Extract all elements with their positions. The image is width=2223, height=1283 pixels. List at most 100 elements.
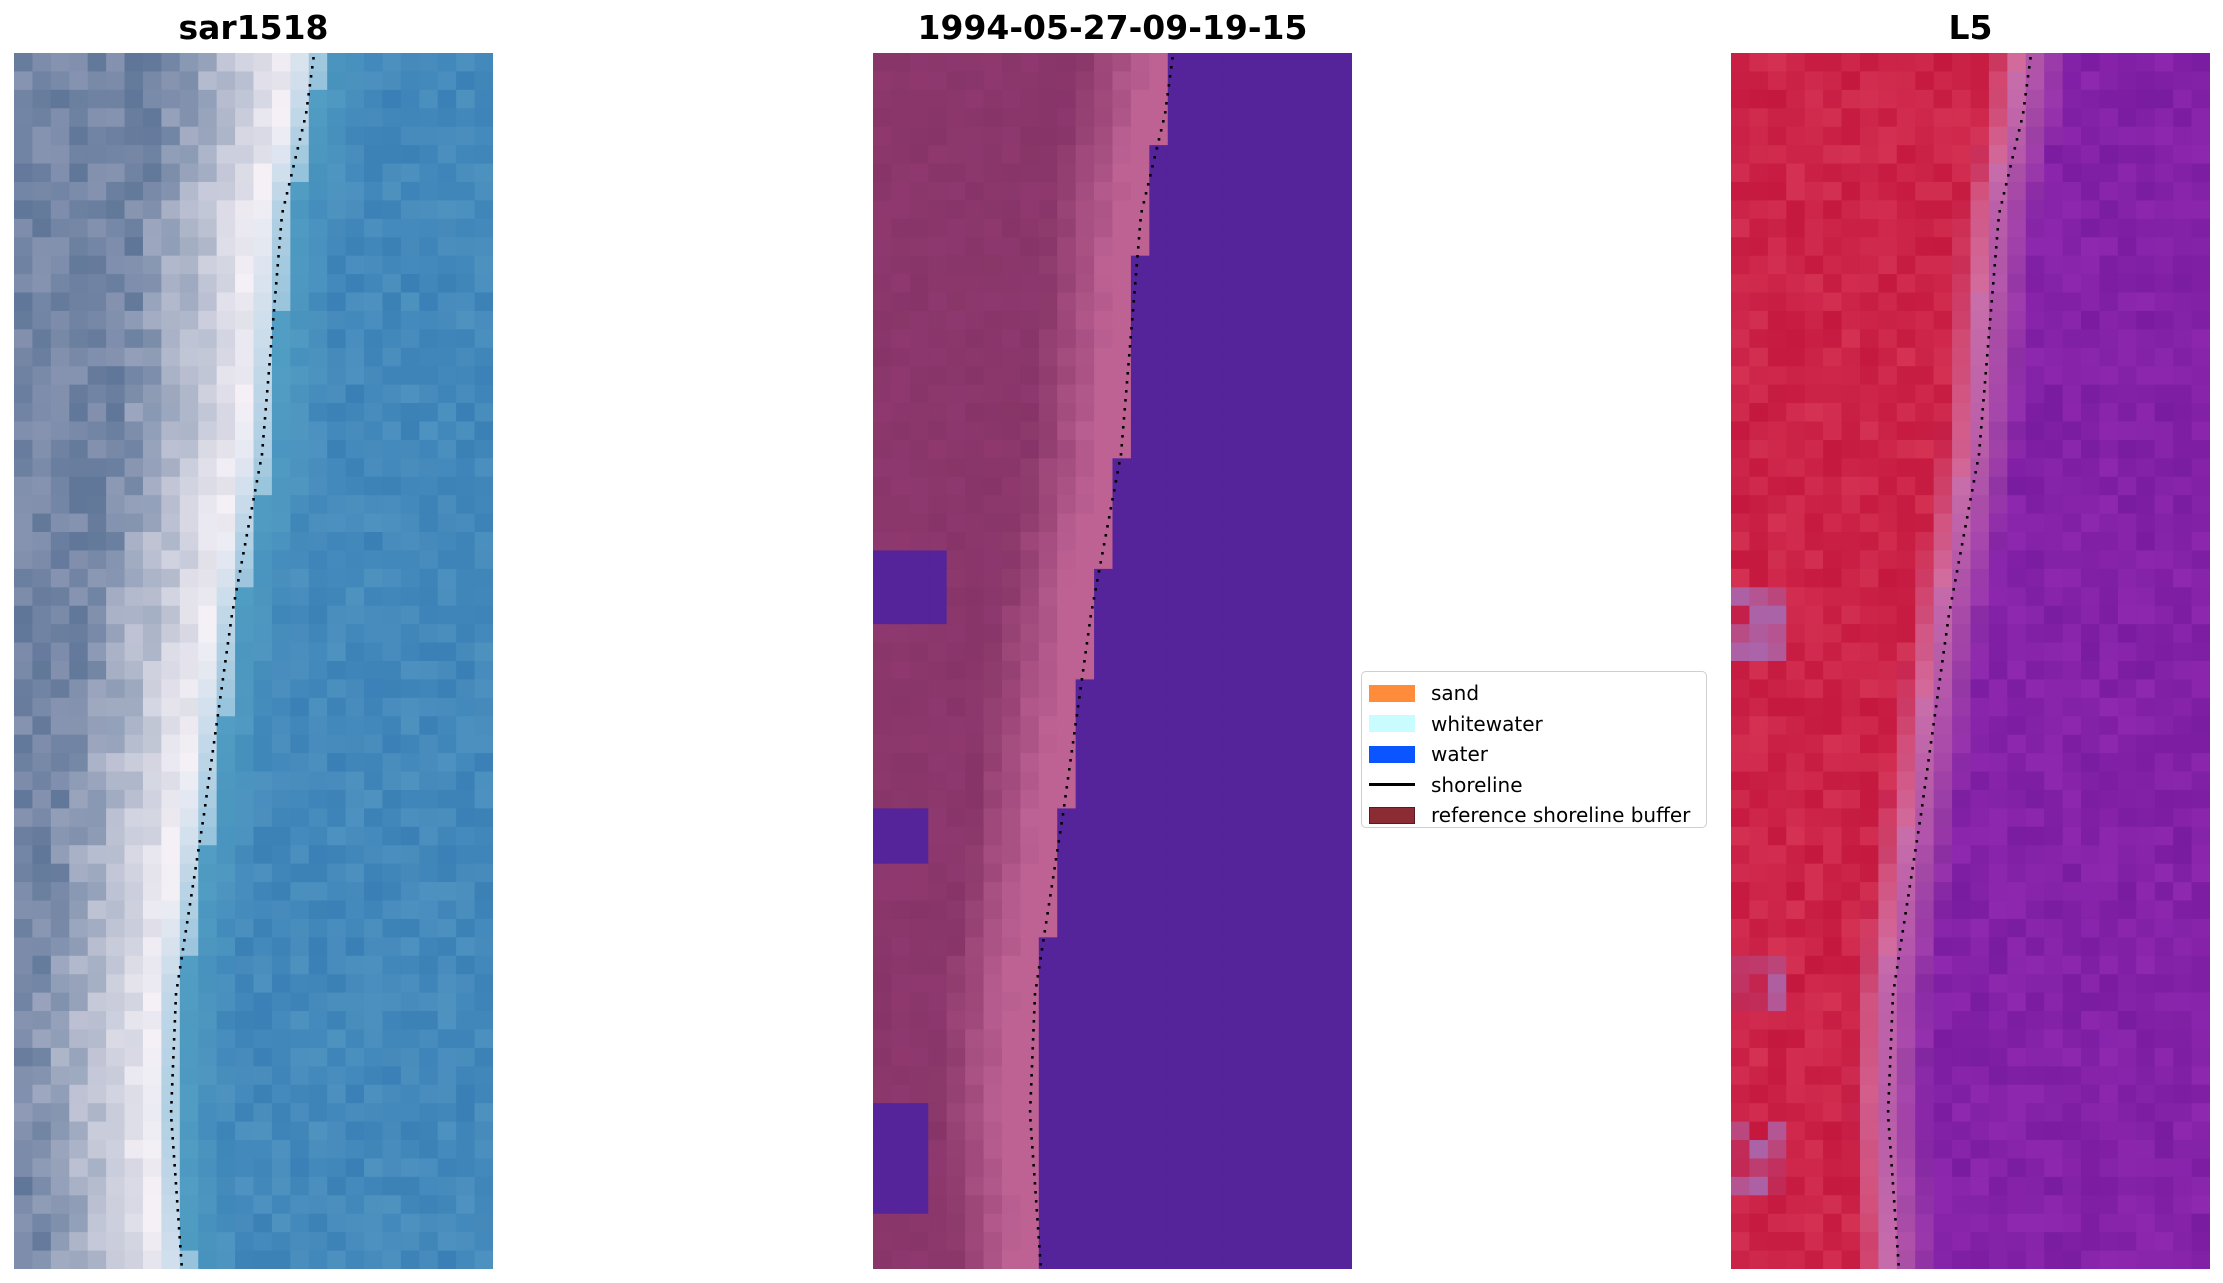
pixel	[69, 163, 89, 183]
pixel	[965, 1232, 985, 1252]
shoreline-dot	[170, 1092, 174, 1095]
shoreline-dot	[1140, 210, 1144, 213]
pixel	[106, 1029, 126, 1049]
pixel	[364, 513, 384, 533]
pixel	[1094, 808, 1114, 828]
pixel	[1296, 274, 1316, 294]
pixel	[253, 1176, 273, 1196]
pixel	[1333, 347, 1352, 367]
pixel	[271, 937, 291, 957]
pixel	[928, 900, 948, 920]
pixel	[946, 974, 966, 994]
pixel	[124, 1084, 144, 1104]
pixel	[400, 1084, 420, 1104]
pixel	[382, 937, 402, 957]
pixel	[1749, 605, 1769, 625]
pixel	[1804, 661, 1824, 681]
pixel	[308, 697, 328, 717]
pixel	[1952, 145, 1972, 165]
pixel	[1075, 882, 1095, 902]
pixel	[1786, 237, 1806, 257]
pixel	[1841, 845, 1861, 865]
pixel	[69, 1213, 89, 1233]
pixel	[400, 863, 420, 883]
shoreline-dot	[1029, 1128, 1033, 1131]
pixel	[1786, 808, 1806, 828]
pixel	[161, 1029, 181, 1049]
pixel	[345, 900, 365, 920]
pixel	[400, 1103, 420, 1123]
pixel	[124, 1121, 144, 1141]
pixel	[873, 992, 893, 1012]
pixel	[2081, 145, 2101, 165]
pixel	[1020, 1195, 1040, 1215]
shoreline-dot	[255, 480, 259, 483]
pixel	[1167, 734, 1187, 754]
pixel	[1001, 697, 1021, 717]
pixel	[928, 1158, 948, 1178]
pixel	[271, 753, 291, 773]
pixel	[1167, 458, 1187, 478]
pixel	[124, 1176, 144, 1196]
pixel	[1915, 937, 1935, 957]
pixel	[32, 1029, 52, 1049]
pixel	[456, 1176, 476, 1196]
pixel	[2191, 789, 2210, 809]
pixel	[198, 789, 218, 809]
pixel	[382, 218, 402, 238]
pixel	[271, 255, 291, 275]
pixel	[271, 495, 291, 515]
pixel	[437, 1011, 457, 1031]
pixel	[364, 955, 384, 975]
pixel	[1333, 882, 1352, 902]
pixel	[2191, 808, 2210, 828]
pixel	[235, 421, 255, 441]
pixel	[253, 605, 273, 625]
pixel	[1952, 624, 1972, 644]
pixel	[1731, 163, 1751, 183]
shoreline-dot	[1121, 426, 1125, 429]
pixel	[2044, 753, 2064, 773]
pixel	[1952, 734, 1972, 754]
shoreline-dot	[265, 390, 269, 393]
pixel	[1094, 624, 1114, 644]
pixel	[1767, 218, 1787, 238]
pixel	[1731, 347, 1751, 367]
pixel	[1952, 771, 1972, 791]
pixel	[87, 753, 107, 773]
pixel	[1241, 310, 1261, 330]
pixel	[87, 495, 107, 515]
pixel	[2099, 292, 2119, 312]
shoreline-dot	[260, 453, 264, 456]
pixel	[1259, 624, 1279, 644]
pixel	[1259, 439, 1279, 459]
pixel	[198, 384, 218, 404]
pixel	[198, 274, 218, 294]
pixel	[2117, 937, 2137, 957]
pixel	[419, 71, 439, 91]
shoreline-dot	[206, 786, 210, 789]
pixel	[1786, 568, 1806, 588]
pixel	[2136, 218, 2156, 238]
pixel	[1094, 218, 1114, 238]
pixel	[69, 347, 89, 367]
pixel	[1315, 513, 1335, 533]
pixel	[382, 458, 402, 478]
pixel	[1804, 550, 1824, 570]
pixel	[1749, 495, 1769, 515]
pixel	[1259, 845, 1279, 865]
pixel	[1075, 439, 1095, 459]
pixel	[1259, 403, 1279, 423]
pixel	[2173, 89, 2193, 109]
pixel	[965, 53, 985, 73]
pixel	[253, 1066, 273, 1086]
pixel	[1204, 661, 1224, 681]
pixel	[2136, 145, 2156, 165]
pixel	[253, 1103, 273, 1123]
pixel	[419, 329, 439, 349]
pixel	[32, 439, 52, 459]
pixel	[179, 1066, 199, 1086]
pixel	[1223, 789, 1243, 809]
pixel	[50, 145, 70, 165]
pixel	[456, 403, 476, 423]
